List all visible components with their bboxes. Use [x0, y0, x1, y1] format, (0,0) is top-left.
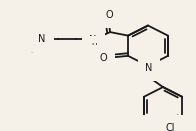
Text: O: O — [105, 10, 113, 20]
Text: N: N — [38, 34, 46, 44]
Text: N: N — [145, 63, 153, 73]
Text: H: H — [91, 43, 97, 52]
Text: O: O — [99, 53, 107, 63]
Text: Cl: Cl — [165, 122, 175, 131]
Text: N: N — [89, 35, 97, 45]
